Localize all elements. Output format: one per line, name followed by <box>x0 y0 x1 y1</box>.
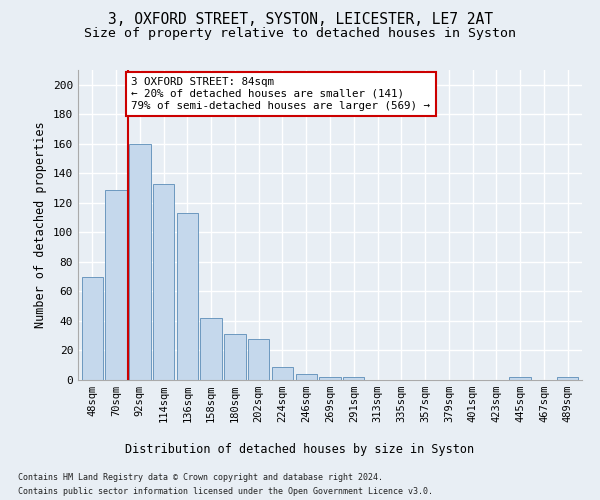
Bar <box>296 374 317 380</box>
Bar <box>343 377 364 380</box>
Bar <box>176 213 198 380</box>
Y-axis label: Number of detached properties: Number of detached properties <box>34 122 47 328</box>
Bar <box>557 377 578 380</box>
Bar <box>272 366 293 380</box>
Text: Contains public sector information licensed under the Open Government Licence v3: Contains public sector information licen… <box>18 488 433 496</box>
Bar <box>82 276 103 380</box>
Bar <box>509 377 531 380</box>
Text: Contains HM Land Registry data © Crown copyright and database right 2024.: Contains HM Land Registry data © Crown c… <box>18 472 383 482</box>
Bar <box>153 184 174 380</box>
Bar <box>200 318 222 380</box>
Bar <box>248 338 269 380</box>
Text: 3, OXFORD STREET, SYSTON, LEICESTER, LE7 2AT: 3, OXFORD STREET, SYSTON, LEICESTER, LE7… <box>107 12 493 28</box>
Bar <box>224 334 245 380</box>
Text: Distribution of detached houses by size in Syston: Distribution of detached houses by size … <box>125 442 475 456</box>
Text: Size of property relative to detached houses in Syston: Size of property relative to detached ho… <box>84 28 516 40</box>
Text: 3 OXFORD STREET: 84sqm
← 20% of detached houses are smaller (141)
79% of semi-de: 3 OXFORD STREET: 84sqm ← 20% of detached… <box>131 78 430 110</box>
Bar <box>129 144 151 380</box>
Bar <box>319 377 341 380</box>
Bar <box>106 190 127 380</box>
